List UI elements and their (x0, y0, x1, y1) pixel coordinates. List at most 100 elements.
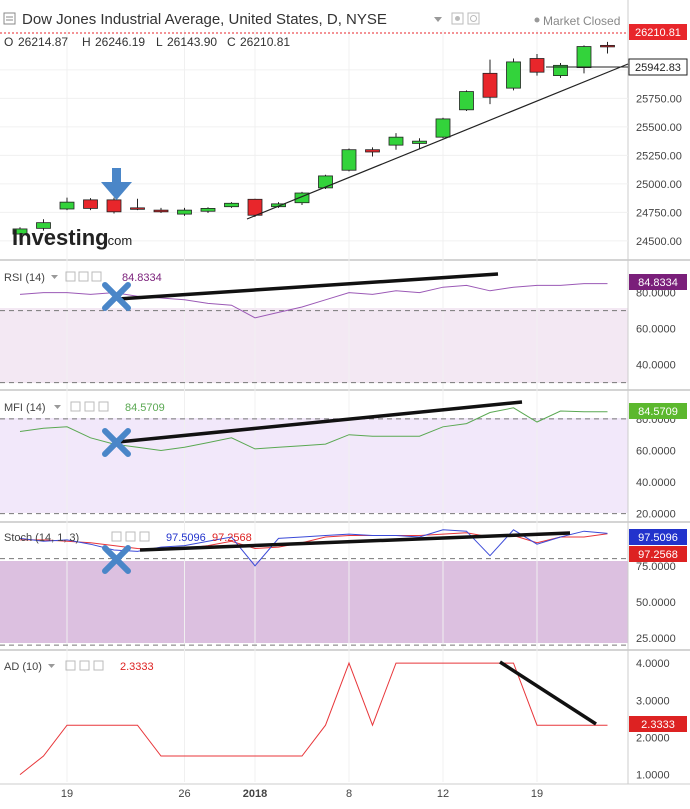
investing-logo: Investing .com (12, 225, 132, 250)
x-tick-label: 12 (437, 788, 449, 800)
candle-body (365, 149, 380, 153)
close-icon[interactable] (139, 531, 150, 542)
candle-body (435, 118, 451, 138)
x-marker-icon (102, 428, 131, 457)
ohlc-open-label: O (4, 35, 13, 49)
candle-body (576, 46, 592, 69)
trendline (246, 63, 629, 220)
candle-down[interactable] (130, 198, 145, 211)
candle-down[interactable] (83, 198, 98, 211)
candle-body (177, 209, 192, 215)
gear-icon[interactable] (84, 401, 95, 412)
chevron-down-icon[interactable] (51, 275, 58, 279)
candle-body (600, 44, 615, 48)
ad-series[interactable] (19, 661, 608, 775)
chevron-down-icon[interactable] (54, 405, 61, 409)
candle-up[interactable] (224, 202, 239, 208)
stoch-k-badge-bg (629, 529, 687, 545)
close-icon[interactable] (93, 660, 104, 671)
gear-icon[interactable] (467, 12, 480, 25)
x-marker-icon (102, 282, 131, 311)
ohlc-close-label: C (227, 35, 236, 49)
ohlc-readout: O 26214.87 H 26246.19 L 26143.90 C 26210… (4, 35, 290, 49)
gear-icon[interactable] (125, 531, 136, 542)
main-title: Dow Jones Industrial Average, United Sta… (3, 11, 620, 28)
gear-icon-center (470, 15, 477, 22)
ohlc-close-value: 26210.81 (240, 35, 290, 49)
candle-up[interactable] (506, 58, 521, 91)
candle-body (36, 222, 51, 229)
y-tick-label: 25000.00 (636, 179, 682, 191)
mfi-trendline (117, 400, 523, 444)
y-tick-label: 50.0000 (636, 597, 676, 609)
stoch-legend: Stoch (14, 1, 3) 97.5096 97.2568 (4, 531, 252, 544)
stoch-k-badge-text: 97.5096 (638, 532, 678, 544)
candle-up[interactable] (412, 138, 427, 149)
price-badge: 26210.81 (629, 24, 687, 40)
mfi-band (0, 418, 628, 513)
candle-body (341, 149, 357, 171)
candle-body (224, 202, 239, 208)
y-tick-label: 1.0000 (636, 770, 670, 782)
x-marker-icon (102, 545, 131, 574)
candle-down[interactable] (106, 197, 122, 214)
ad-label: AD (10) (4, 661, 42, 673)
x-tick-label: 2018 (243, 788, 267, 800)
mfi-badge-bg (629, 403, 687, 419)
y-tick-label: 25500.00 (636, 122, 682, 134)
chevron-down-icon[interactable] (48, 664, 55, 668)
mfi-badge: 84.5709 (629, 403, 687, 419)
candle-up[interactable] (12, 227, 28, 241)
stoch-k-badge: 97.5096 (629, 529, 687, 545)
candle-up[interactable] (435, 117, 451, 139)
ad-badge-text: 2.3333 (641, 719, 675, 731)
candle-body (200, 208, 216, 212)
candle-up[interactable] (177, 207, 192, 216)
candle-down[interactable] (529, 53, 545, 76)
candle-up[interactable] (553, 63, 568, 78)
ad-trendline (499, 660, 597, 726)
gear-icon[interactable] (78, 271, 89, 282)
ad-legend: AD (10) 2.3333 (4, 660, 154, 673)
stoch-band (0, 561, 628, 643)
close-icon[interactable] (91, 271, 102, 282)
candle-up[interactable] (576, 45, 592, 74)
chart-title: Dow Jones Industrial Average, United Sta… (22, 11, 387, 28)
collapse-icon[interactable] (3, 12, 16, 25)
candle-up[interactable] (59, 197, 75, 211)
eye-icon[interactable] (65, 660, 76, 671)
candle-up[interactable] (388, 133, 404, 150)
candle-down[interactable] (600, 41, 615, 54)
trendline-badge-bg (628, 58, 688, 76)
candle-up[interactable] (341, 148, 357, 172)
stoch-d-badge-bg (629, 546, 687, 562)
candle-down[interactable] (153, 207, 169, 213)
candle-down[interactable] (365, 147, 380, 157)
candle-up[interactable] (200, 207, 216, 213)
rsi-legend: RSI (14) 84.8334 (4, 271, 162, 284)
candle-body (529, 58, 545, 73)
chevron-down-icon[interactable] (434, 17, 442, 22)
rsi-value: 84.8334 (122, 272, 162, 284)
stoch-d-badge-text: 97.2568 (638, 549, 678, 561)
eye-icon[interactable] (111, 531, 122, 542)
axis-labels: 19 26 2018 8 12 19 24500.00 24750.00 25000.00 252… (61, 65, 682, 800)
candle-body (553, 64, 568, 76)
eye-icon[interactable] (451, 12, 464, 25)
candle-up[interactable] (294, 191, 310, 205)
candle-up[interactable] (36, 219, 51, 231)
rsi-badge: 84.8334 (629, 274, 687, 290)
candle-down[interactable] (482, 59, 498, 105)
mfi-value: 84.5709 (125, 402, 165, 414)
stoch-label: Stoch (14, 1, 3) (4, 532, 79, 544)
candle-body (506, 61, 521, 89)
close-icon[interactable] (98, 401, 109, 412)
eye-icon[interactable] (65, 271, 76, 282)
eye-icon[interactable] (70, 401, 81, 412)
price-badge-text: 26210.81 (635, 27, 681, 39)
candle-up[interactable] (459, 90, 474, 111)
gear-icon[interactable] (79, 660, 90, 671)
y-tick-label: 4.0000 (636, 658, 670, 670)
